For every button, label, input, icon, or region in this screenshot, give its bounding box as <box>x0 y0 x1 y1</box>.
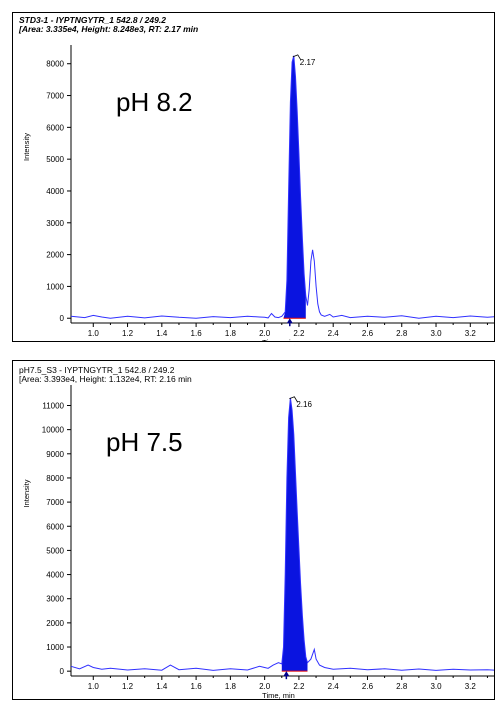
y-tick-label: 4000 <box>46 187 64 196</box>
x-tick-label: 2.8 <box>396 329 408 338</box>
x-tick-label: 2.8 <box>396 682 408 691</box>
peak-area-fill <box>281 397 308 672</box>
x-tick-label: 2.6 <box>362 682 374 691</box>
y-tick-label: 6000 <box>46 123 64 132</box>
x-tick-label: 1.0 <box>88 682 100 691</box>
x-tick-label: 1.0 <box>88 329 100 338</box>
chromatogram-panel-ph82: STD3-1 - IYPTNGYTR_1 542.8 / 249.2 [Area… <box>12 12 495 342</box>
y-tick-label: 11000 <box>42 401 64 410</box>
x-tick-label: 1.2 <box>122 682 134 691</box>
apex-marker <box>289 396 298 402</box>
x-tick-label: 2.4 <box>328 682 340 691</box>
ph-annotation: pH 8.2 <box>116 87 193 117</box>
y-tick-label: 7000 <box>46 92 64 101</box>
chromatogram-trace <box>70 55 494 319</box>
x-tick-label: 2.4 <box>328 329 340 338</box>
x-tick-label: 2.2 <box>293 329 305 338</box>
apex-marker <box>292 54 302 61</box>
x-tick-label: 3.0 <box>430 682 442 691</box>
y-tick-label: 2000 <box>46 251 64 260</box>
y-tick-label: 8000 <box>46 474 64 483</box>
chart-header-line1: pH7.5_S3 - IYPTNGYTR_1 542.8 / 249.2 <box>19 365 175 375</box>
ph-annotation: pH 7.5 <box>106 427 183 457</box>
y-tick-label: 0 <box>60 314 65 323</box>
y-tick-label: 7000 <box>46 498 64 507</box>
x-tick-label: 3.2 <box>465 329 477 338</box>
x-tick-label: 2.0 <box>259 682 271 691</box>
y-axis-label: Intensity <box>22 479 31 507</box>
y-tick-label: 4000 <box>46 571 64 580</box>
y-tick-label: 8000 <box>46 60 64 69</box>
chart-header-line1: STD3-1 - IYPTNGYTR_1 542.8 / 249.2 <box>19 15 166 25</box>
x-tick-label: 2.2 <box>293 682 305 691</box>
chromatogram-plot-ph75: 0 1000 2000 3000 4000 5000 6000 7000 8000 9000 100… <box>22 385 494 700</box>
chart-header-line2: [Area: 3.335e4, Height: 8.248e3, RT: 2.1… <box>19 24 199 34</box>
chromatogram-trace <box>70 397 494 671</box>
y-tick-label: 9000 <box>46 450 64 459</box>
y-tick-label: 0 <box>60 667 65 676</box>
x-tick-label: 1.8 <box>225 682 237 691</box>
x-tick-label: 3.0 <box>430 329 442 338</box>
peak-rt-label: 2.17 <box>300 58 316 67</box>
chart-header-line2: [Area: 3.393e4, Height: 1.132e4, RT: 2.1… <box>19 374 192 384</box>
x-tick-label: 3.2 <box>465 682 477 691</box>
retention-time-marker <box>286 318 293 324</box>
x-tick-label: 1.2 <box>122 329 134 338</box>
y-tick-label: 5000 <box>46 546 64 555</box>
y-tick-label: 1000 <box>46 282 64 291</box>
x-tick-label: 2.6 <box>362 329 374 338</box>
y-tick-label: 10000 <box>42 426 65 435</box>
x-axis-label: Time, min <box>262 338 295 342</box>
chromatogram-panel-ph75: pH7.5_S3 - IYPTNGYTR_1 542.8 / 249.2 [Ar… <box>12 360 495 700</box>
x-tick-label: 2.0 <box>259 329 271 338</box>
y-axis-label: Intensity <box>22 133 31 161</box>
x-tick-label: 1.6 <box>191 682 203 691</box>
y-tick-label: 2000 <box>46 619 64 628</box>
peak-rt-label: 2.16 <box>296 400 312 409</box>
y-tick-label: 3000 <box>46 595 64 604</box>
retention-time-marker <box>283 671 290 677</box>
chromatogram-plot-ph82: 0 1000 2000 3000 4000 5000 6000 7000 8000 1.0 1.2 1… <box>22 45 494 342</box>
x-tick-label: 1.4 <box>156 682 168 691</box>
y-tick-label: 5000 <box>46 155 64 164</box>
x-tick-label: 1.6 <box>191 329 203 338</box>
x-tick-label: 1.4 <box>156 329 168 338</box>
peak-area-fill <box>283 55 306 319</box>
x-tick-label: 1.8 <box>225 329 237 338</box>
y-tick-label: 3000 <box>46 219 64 228</box>
y-tick-label: 6000 <box>46 522 64 531</box>
x-axis-label: Time, min <box>262 691 295 700</box>
y-tick-label: 1000 <box>46 643 64 652</box>
